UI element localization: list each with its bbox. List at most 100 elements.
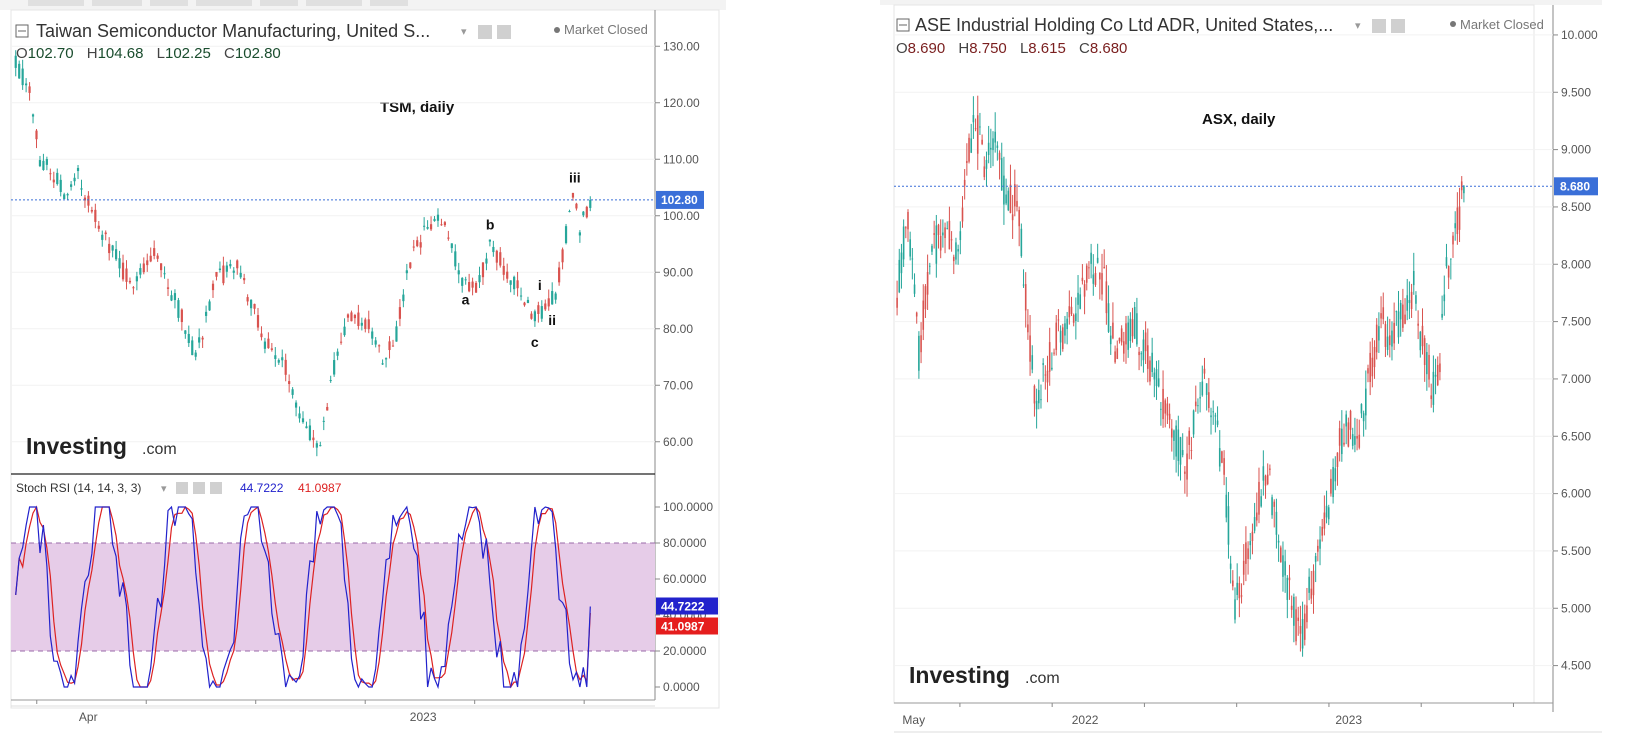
candle-body xyxy=(1123,341,1125,354)
candle-body xyxy=(996,145,999,148)
candle-body xyxy=(1351,434,1354,446)
candle-body xyxy=(1140,353,1143,355)
settings-icons[interactable] xyxy=(1372,19,1405,33)
candle-body xyxy=(1303,613,1306,640)
candle-body xyxy=(547,298,550,307)
last-price-line: 102.80 xyxy=(11,190,704,209)
candle-body xyxy=(907,211,909,230)
candle-body xyxy=(1022,284,1025,286)
stoch-d-value: 41.0987 xyxy=(298,481,342,495)
candle-body xyxy=(1040,399,1042,401)
candle-body xyxy=(1327,507,1330,520)
candle-body xyxy=(371,331,374,339)
candle-body xyxy=(1112,322,1114,339)
candle-body xyxy=(976,115,979,154)
ohlc-readout: O8.690 H8.750 L8.615 C8.680 xyxy=(896,40,1127,57)
candle-body xyxy=(1042,363,1044,365)
candle-body xyxy=(1426,352,1428,375)
candle-body xyxy=(928,265,931,267)
candle-body xyxy=(1266,474,1269,485)
candle-body xyxy=(1011,214,1014,221)
candle-body xyxy=(1284,561,1286,576)
chevron-down-icon[interactable]: ▾ xyxy=(1355,20,1361,32)
candle-body xyxy=(987,142,990,156)
candle-body xyxy=(76,167,80,172)
candle-body xyxy=(1349,410,1352,430)
candle-body xyxy=(1249,541,1252,546)
stoch-rsi-pane: Stoch RSI (14, 14, 3, 3) ▾ 44.7222 41.09… xyxy=(16,481,342,495)
chevron-down-icon[interactable]: ▾ xyxy=(161,483,167,495)
symbol-title[interactable]: ASE Industrial Holding Co Ltd ADR, Unite… xyxy=(915,15,1333,35)
x-tick-label: 2023 xyxy=(1335,713,1362,727)
y-tick-label: 6.000 xyxy=(1561,487,1591,501)
candle-body xyxy=(585,206,588,218)
candle-body xyxy=(578,232,581,236)
candle-body xyxy=(28,86,31,93)
candle-body xyxy=(1279,547,1282,563)
candle-body xyxy=(108,243,111,254)
candle-body xyxy=(963,179,966,186)
candle-body xyxy=(1068,306,1071,318)
candle-body xyxy=(972,115,975,123)
stoch-k-value: 44.7222 xyxy=(240,481,284,495)
candle-body xyxy=(948,220,951,250)
candle-body xyxy=(353,315,357,319)
candle-body xyxy=(225,265,228,272)
candle-body xyxy=(440,224,443,226)
symbol-title[interactable]: Taiwan Semiconductor Manufacturing, Unit… xyxy=(36,21,430,41)
candle-body xyxy=(343,326,346,336)
candle-body xyxy=(198,337,201,343)
x-tick-label: Apr xyxy=(79,710,98,724)
indicator-visibility-icon[interactable] xyxy=(193,482,205,494)
candle-body xyxy=(1251,531,1254,542)
candle-body xyxy=(433,218,436,222)
candle-body xyxy=(582,211,585,216)
candle-body xyxy=(926,272,929,295)
asx-chart-panel[interactable]: ASE Industrial Holding Co Ltd ADR, Unite… xyxy=(880,0,1602,744)
candle-body xyxy=(1245,542,1247,564)
candle-body xyxy=(1317,545,1319,552)
candle-body xyxy=(402,294,405,302)
stoch-k-badge: 44.7222 xyxy=(661,600,705,614)
candle-body xyxy=(1057,319,1060,321)
candle-body xyxy=(1386,336,1389,350)
candle-body xyxy=(1000,158,1003,191)
candle-body xyxy=(1007,190,1010,211)
candle-body xyxy=(70,184,73,187)
indicator-settings-icon[interactable] xyxy=(176,482,188,494)
candle-body xyxy=(1380,313,1382,319)
candle-body xyxy=(1081,277,1084,282)
candle-body xyxy=(1293,596,1295,626)
y-tick-label: 60.00 xyxy=(663,435,693,449)
candle-body xyxy=(1009,184,1012,214)
price-candles xyxy=(896,95,1465,657)
candle-body xyxy=(1186,453,1188,480)
candle-body xyxy=(1168,413,1171,420)
candle-body xyxy=(461,277,464,286)
settings-icons[interactable] xyxy=(478,25,511,39)
candle-body xyxy=(1343,442,1345,445)
stoch-y-axis: 100.000080.000060.000040.000020.00000.00… xyxy=(655,500,713,694)
y-tick-label: 60.0000 xyxy=(663,572,707,586)
candle-body xyxy=(1094,272,1097,285)
y-tick-label: 5.500 xyxy=(1561,544,1591,558)
candle-body xyxy=(436,214,440,221)
candle-body xyxy=(416,240,419,247)
collapse-icon[interactable] xyxy=(15,24,29,38)
candle-body xyxy=(301,418,305,423)
price-y-axis: 60.00 70.00 80.00 90.00 100.00 110.00 120.00 13… xyxy=(655,39,700,449)
candle-body xyxy=(1170,428,1173,438)
chevron-down-icon[interactable]: ▾ xyxy=(461,26,467,38)
candle-body xyxy=(49,173,52,175)
candle-body xyxy=(1458,206,1461,230)
candle-body xyxy=(1393,322,1395,344)
indicator-close-icon[interactable] xyxy=(210,482,222,494)
candle-body xyxy=(1088,267,1090,269)
candle-body xyxy=(1282,555,1284,577)
collapse-icon[interactable] xyxy=(896,18,910,32)
candle-body xyxy=(1090,252,1092,264)
chart-annotation: ASX, daily xyxy=(1202,111,1276,128)
indicator-title: Stoch RSI (14, 14, 3, 3) xyxy=(16,481,141,495)
candle-body xyxy=(232,270,235,273)
tsm-chart-panel[interactable]: Taiwan Semiconductor Manufacturing, Unit… xyxy=(0,0,726,744)
